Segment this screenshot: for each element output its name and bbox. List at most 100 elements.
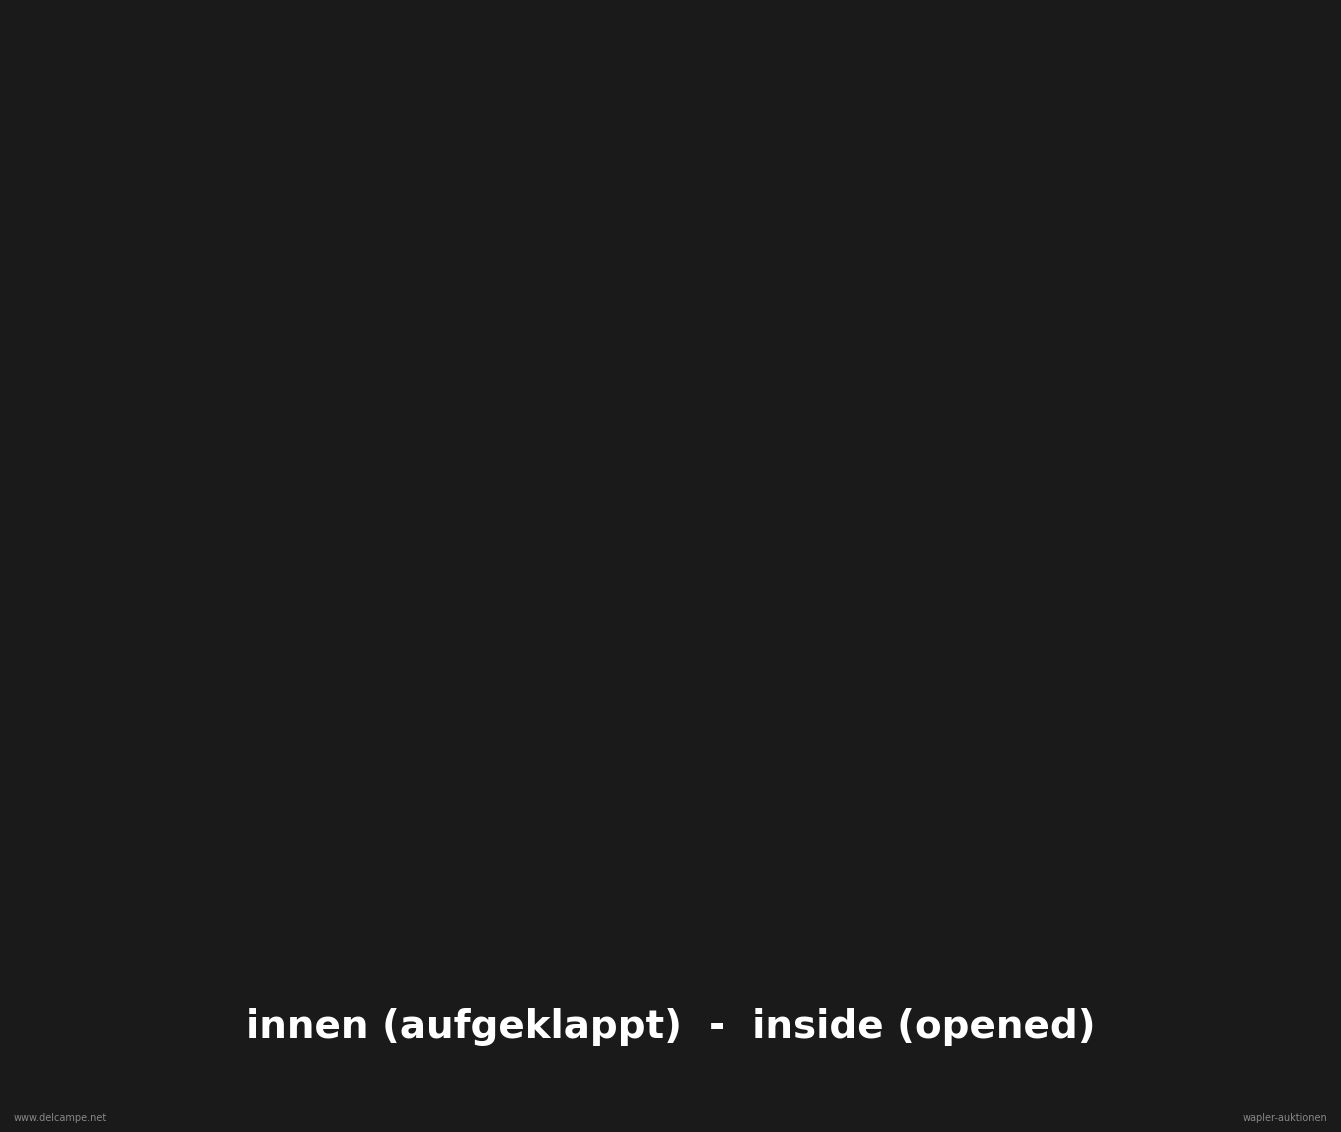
Text: 5 18.7: 5 18.7 (316, 454, 351, 464)
Text: 1.777: 1.777 (511, 580, 543, 590)
Text: 11. 9: 11. 9 (614, 832, 642, 842)
Text: + 0 34.1: + 0 34.1 (303, 479, 351, 489)
Text: 1.612: 1.612 (511, 429, 543, 439)
Text: 20: 20 (72, 606, 87, 618)
Text: 3.037: 3.037 (511, 933, 543, 943)
Text: 38 13.6: 38 13.6 (308, 756, 351, 766)
Text: The object appeared diffuse on all plates, with marked: The object appeared diffuse on all plate… (693, 1031, 1034, 1044)
Text: 17: 17 (72, 984, 87, 996)
Text: 10: 10 (72, 429, 87, 441)
Text: +30 55 24. 5: +30 55 24. 5 (1189, 858, 1267, 871)
Text: 9: 9 (79, 655, 87, 669)
Text: 53 13.3: 53 13.3 (308, 882, 351, 892)
Text: PERIODIC COMET SCHWASSMANN-WACHMANN 1: PERIODIC COMET SCHWASSMANN-WACHMANN 1 (819, 598, 1202, 611)
Text: 13. 50: 13. 50 (170, 580, 205, 590)
Text: 1.613: 1.613 (425, 580, 457, 590)
Text: 3.233: 3.233 (511, 984, 543, 993)
Text: 14. 17: 14. 17 (170, 606, 205, 615)
Text: α1950.0: α1950.0 (949, 218, 992, 228)
Text: Ω  =    42.7541  ⎬  1950.0: Ω = 42.7541 ⎬ 1950.0 (272, 112, 437, 128)
Text: 1.006: 1.006 (425, 429, 457, 439)
Text: 41 10.3: 41 10.3 (308, 781, 351, 791)
Text: 21: 21 (72, 328, 87, 341)
Text: 7. 1: 7. 1 (621, 429, 642, 439)
Text: 12 50. 31: 12 50. 31 (153, 404, 205, 413)
Text: 8. 5: 8. 5 (621, 580, 642, 590)
Text: 21. 89: 21. 89 (170, 655, 205, 666)
Text: 18: 18 (72, 756, 87, 770)
Text: 27. 10: 27. 10 (170, 353, 205, 363)
Text: Mar.  9.80174: Mar. 9.80174 (771, 964, 854, 977)
Text: 3.753: 3.753 (425, 984, 457, 993)
Text: 4 24 46.39: 4 24 46.39 (1004, 831, 1069, 844)
Text: derived from 12 positions from March 22 to April 29 is in: derived from 12 positions from March 22 … (24, 1112, 365, 1124)
Text: 25: 25 (72, 505, 87, 517)
Text: 10. 2: 10. 2 (614, 680, 642, 691)
Text: 29: 29 (72, 706, 87, 719)
Text: 9.81432: 9.81432 (789, 911, 837, 924)
Text: 13  6. 11: 13 6. 11 (156, 378, 205, 388)
Text: reference stars: AGK 2.: reference stars: AGK 2. (984, 556, 1124, 568)
Text: 38 42.0: 38 42.0 (308, 328, 351, 338)
Text: Oct.: Oct. (24, 807, 52, 820)
Text: 13  7.9: 13 7.9 (312, 580, 351, 590)
Text: 2.268: 2.268 (511, 731, 543, 741)
Text: 30: 30 (72, 631, 87, 643)
Text: 16: 16 (72, 303, 87, 316)
Text: 22ʰ16ᵚ48ʼ0: 22ʰ16ᵚ48ʼ0 (937, 247, 1004, 260)
Text: (1925 II).: (1925 II). (975, 631, 1046, 643)
Text: 23. 49: 23. 49 (170, 479, 205, 489)
Text: Dr. Roemer supplies the following two observations, the latter: Dr. Roemer supplies the following two ob… (693, 145, 1063, 157)
Text: 17: 17 (72, 908, 87, 920)
Text: 31 19.7: 31 19.7 (308, 353, 351, 363)
Text: 47  6.4: 47 6.4 (312, 832, 351, 842)
Text: 2.461: 2.461 (425, 680, 457, 691)
Text: ω  =  146º6274  ⎫: ω = 146º6274 ⎫ (296, 82, 413, 97)
Text: 12. 3: 12. 3 (614, 882, 642, 892)
Text: 13. 0: 13. 0 (614, 984, 642, 993)
Text: 3.667: 3.667 (425, 933, 457, 943)
Text: δ1950.0: δ1950.0 (329, 249, 374, 259)
Text: 1962 U. T.: 1962 U. T. (786, 775, 838, 784)
Text: Sep.: Sep. (24, 731, 54, 744)
Text: 13 56. 03: 13 56. 03 (153, 908, 205, 918)
Text: 32 14.0: 32 14.0 (308, 706, 351, 715)
Text: +30 17 28. 7: +30 17 28. 7 (1189, 964, 1267, 977)
Text: 35 15.6: 35 15.6 (308, 731, 351, 741)
Text: 20: 20 (72, 479, 87, 492)
Text: 4 24 49.67: 4 24 49.67 (1004, 937, 1069, 951)
Text: graphic magnitude:: graphic magnitude: (693, 484, 810, 497)
Text: 1.576: 1.576 (511, 378, 543, 388)
Text: central condensation and no coma. Magnitude about 18ᵚ.: central condensation and no coma. Magnit… (693, 1062, 1037, 1075)
Text: 12. 6: 12. 6 (614, 933, 642, 943)
Text: 17 59.3: 17 59.3 (308, 606, 351, 615)
Text: 59 35.6: 59 35.6 (308, 933, 351, 943)
Text: 3.121: 3.121 (425, 781, 457, 791)
Text: 27. 94: 27. 94 (170, 680, 205, 691)
Text: 8: 8 (79, 807, 87, 820)
Text: NOVA HERCULIS 1963.: NOVA HERCULIS 1963. (923, 413, 1098, 426)
Text: 7. 6: 7. 6 (621, 479, 642, 489)
Text: May 7.94: May 7.94 (771, 556, 827, 568)
Text: 17  0.0: 17 0.0 (312, 404, 351, 413)
Text: 15ʰ11ᵚ72: 15ʰ11ᵚ72 (152, 277, 205, 288)
Text: 45 23.4: 45 23.4 (308, 303, 351, 312)
Text: 19. 04: 19. 04 (170, 505, 205, 514)
Text: 31: 31 (72, 378, 87, 392)
Text: 1.658: 1.658 (511, 479, 543, 489)
Text: 13 54. 59: 13 54. 59 (153, 328, 205, 338)
Text: 2.841: 2.841 (511, 882, 543, 892)
Text: 44. 19: 44. 19 (170, 882, 205, 892)
Text: i   =    86.2329  ⎭: i = 86.2329 ⎭ (299, 143, 410, 158)
Text: 6. 7: 6. 7 (621, 378, 642, 388)
Text: 0.847: 0.847 (425, 277, 457, 288)
Text: δ1950.0: δ1950.0 (1134, 218, 1177, 228)
Text: 29.46499: 29.46499 (744, 277, 801, 291)
Text: 10. 8: 10. 8 (614, 731, 642, 741)
Text: 62 53.2: 62 53.2 (308, 958, 351, 968)
Text: 26: 26 (72, 353, 87, 367)
Text: confirming the recovery:: confirming the recovery: (693, 175, 841, 189)
Text: 4 30 28.15: 4 30 28.15 (1006, 964, 1069, 977)
Text: 2.821: 2.821 (425, 731, 457, 741)
Text: 8: 8 (79, 731, 87, 744)
